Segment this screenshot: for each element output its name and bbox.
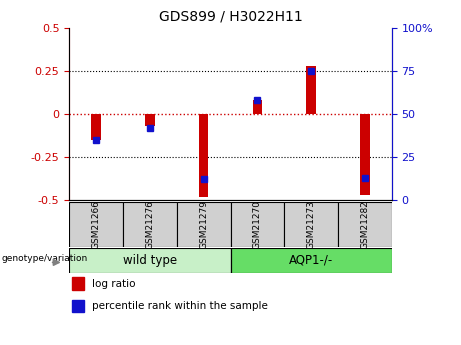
Bar (230, 248, 392, 273)
Text: log ratio: log ratio (92, 279, 135, 289)
Text: wild type: wild type (123, 254, 177, 267)
Text: GSM21282: GSM21282 (361, 200, 369, 249)
Bar (145, 114, 154, 126)
Text: GSM21276: GSM21276 (145, 200, 154, 249)
Bar (360, 114, 370, 195)
Bar (72, 300, 84, 313)
Text: AQP1-/-: AQP1-/- (289, 254, 333, 267)
Text: GSM21266: GSM21266 (92, 200, 100, 249)
Bar (284, 202, 338, 247)
Bar (177, 202, 230, 247)
Bar (306, 66, 316, 114)
Title: GDS899 / H3022H11: GDS899 / H3022H11 (159, 10, 302, 24)
Bar (91, 114, 101, 140)
Bar (72, 277, 84, 290)
Text: percentile rank within the sample: percentile rank within the sample (92, 301, 268, 311)
Text: GSM21279: GSM21279 (199, 200, 208, 249)
Bar (253, 100, 262, 114)
Bar (199, 114, 208, 197)
Text: genotype/variation: genotype/variation (1, 254, 88, 263)
Text: GSM21270: GSM21270 (253, 200, 262, 249)
Bar (69, 248, 230, 273)
Bar (230, 202, 284, 247)
Bar (69, 202, 123, 247)
Bar (338, 202, 392, 247)
Bar (123, 202, 177, 247)
Text: GSM21273: GSM21273 (307, 200, 316, 249)
